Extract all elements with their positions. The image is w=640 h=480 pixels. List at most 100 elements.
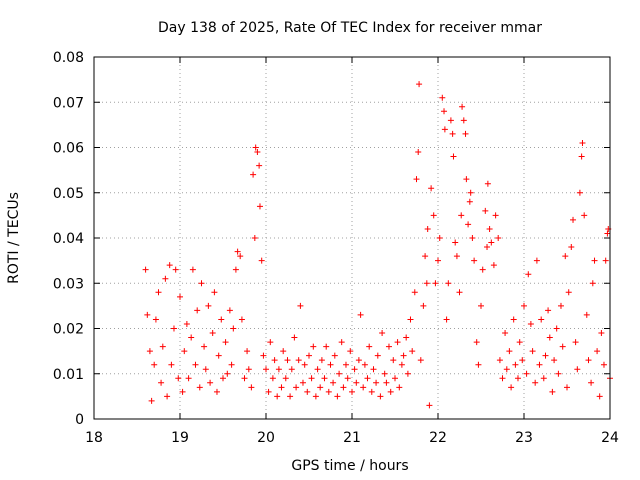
data-point (540, 375, 547, 382)
data-point (314, 366, 321, 373)
data-point (291, 334, 298, 341)
chart-title: Day 138 of 2025, Rate Of TEC Index for r… (158, 20, 542, 36)
data-point (492, 212, 499, 219)
data-point (256, 203, 263, 210)
data-point (465, 221, 472, 228)
data-point (430, 212, 437, 219)
data-point (565, 289, 572, 296)
data-point (568, 244, 575, 251)
data-point (148, 397, 155, 404)
data-point (287, 393, 294, 400)
data-point (265, 388, 272, 395)
data-point (244, 348, 251, 355)
data-point (312, 393, 319, 400)
data-point (387, 388, 394, 395)
x-tick-label: 20 (257, 430, 275, 446)
y-tick-label: 0.07 (53, 95, 84, 111)
data-point (456, 289, 463, 296)
data-point (209, 330, 216, 337)
y-tick-label: 0.08 (53, 50, 84, 66)
data-point (218, 316, 225, 323)
data-point (357, 311, 364, 318)
data-point (559, 343, 566, 350)
data-point (576, 189, 583, 196)
data-point (317, 384, 324, 391)
data-point (490, 262, 497, 269)
data-point (158, 379, 165, 386)
data-point (373, 379, 380, 386)
data-point (523, 370, 530, 377)
data-point (383, 379, 390, 386)
data-point (508, 384, 515, 391)
data-point (417, 357, 424, 364)
data-point (248, 384, 255, 391)
data-point (594, 348, 601, 355)
y-tick-label: 0.03 (53, 276, 84, 292)
y-tick-labels: 0 0.01 0.02 0.03 0.04 0.05 0.06 0.07 0.08 (53, 50, 84, 428)
data-point (205, 302, 212, 309)
data-point (323, 343, 330, 350)
data-point (318, 357, 325, 364)
data-point (578, 153, 585, 160)
x-tick-label: 23 (515, 430, 533, 446)
y-tick-label: 0.02 (53, 322, 84, 338)
data-point (288, 366, 295, 373)
data-point (340, 384, 347, 391)
data-point (441, 126, 448, 133)
data-point (207, 379, 214, 386)
data-point (194, 307, 201, 314)
data-point (344, 375, 351, 382)
y-tick-label: 0 (75, 412, 84, 428)
data-point (238, 316, 245, 323)
data-point (177, 293, 183, 300)
data-point (604, 230, 611, 237)
data-point (164, 393, 171, 400)
data-point (334, 393, 341, 400)
data-point (467, 189, 474, 196)
data-point (471, 257, 478, 264)
data-point (170, 325, 177, 332)
data-point (282, 375, 289, 382)
data-point (591, 257, 598, 264)
data-point (310, 343, 317, 350)
data-point (436, 235, 443, 241)
data-point (409, 348, 416, 355)
data-point (280, 348, 287, 355)
data-point (222, 339, 229, 346)
data-point (370, 366, 377, 373)
data-point (269, 375, 276, 382)
data-point (600, 361, 607, 368)
data-point (226, 307, 233, 314)
data-point (353, 379, 360, 386)
data-point (420, 302, 427, 309)
data-point (484, 244, 491, 251)
data-point (422, 253, 429, 260)
y-tick-label: 0.05 (53, 186, 84, 202)
data-point (443, 316, 450, 323)
data-point (308, 375, 315, 382)
data-point (516, 339, 523, 346)
data-point (589, 280, 596, 287)
data-point (462, 130, 469, 137)
data-point (379, 330, 386, 337)
data-point (237, 253, 244, 260)
data-point (385, 343, 392, 350)
data-point (555, 370, 562, 377)
data-point (192, 361, 199, 368)
data-point (183, 320, 190, 327)
data-point (400, 352, 407, 359)
data-point (482, 207, 489, 214)
data-point (583, 311, 590, 318)
data-point (159, 343, 166, 350)
data-point (241, 375, 248, 382)
data-point (546, 334, 553, 341)
data-point (390, 357, 397, 364)
data-point (545, 307, 552, 314)
y-tick-label: 0.06 (53, 141, 84, 157)
data-point (602, 257, 609, 264)
data-point (499, 375, 506, 382)
data-point (536, 361, 543, 368)
data-point (284, 357, 291, 364)
data-point (360, 384, 367, 391)
data-point (179, 388, 186, 395)
